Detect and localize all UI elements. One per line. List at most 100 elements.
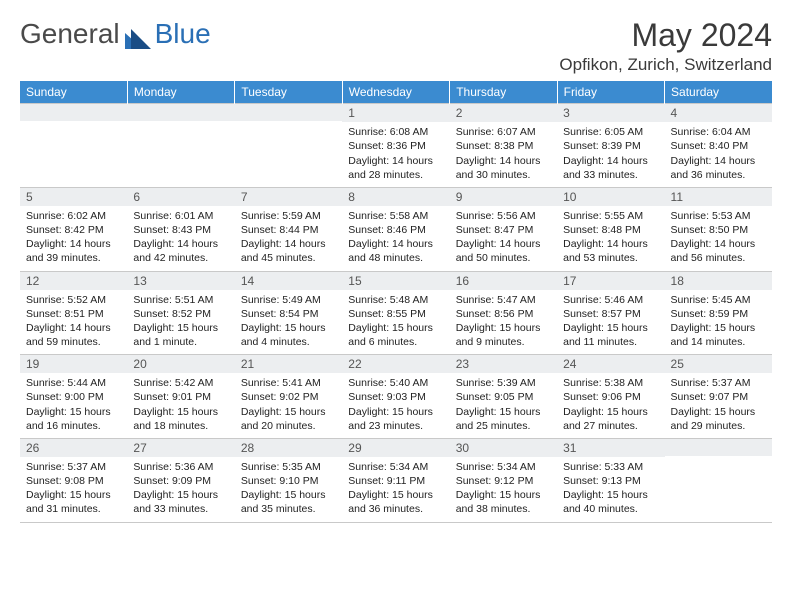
sunrise-text: Sunrise: 5:58 AM: [348, 209, 443, 223]
daylight-text-2: and 31 minutes.: [26, 502, 121, 516]
day-details: Sunrise: 5:55 AMSunset: 8:48 PMDaylight:…: [557, 206, 664, 271]
page-title: May 2024: [559, 18, 772, 53]
daylight-text-2: and 9 minutes.: [456, 335, 551, 349]
calendar-cell: 6Sunrise: 6:01 AMSunset: 8:43 PMDaylight…: [127, 187, 234, 271]
sunset-text: Sunset: 8:51 PM: [26, 307, 121, 321]
calendar-cell: [127, 104, 234, 188]
day-details: Sunrise: 6:02 AMSunset: 8:42 PMDaylight:…: [20, 206, 127, 271]
day-details: [127, 121, 234, 177]
day-details: Sunrise: 5:49 AMSunset: 8:54 PMDaylight:…: [235, 290, 342, 355]
daylight-text-1: Daylight: 15 hours: [133, 405, 228, 419]
calendar-cell: 8Sunrise: 5:58 AMSunset: 8:46 PMDaylight…: [342, 187, 449, 271]
daylight-text-1: Daylight: 14 hours: [26, 237, 121, 251]
daylight-text-1: Daylight: 14 hours: [456, 154, 551, 168]
day-number: 14: [235, 272, 342, 290]
sunset-text: Sunset: 9:00 PM: [26, 390, 121, 404]
daylight-text-2: and 45 minutes.: [241, 251, 336, 265]
calendar-row: 5Sunrise: 6:02 AMSunset: 8:42 PMDaylight…: [20, 187, 772, 271]
daylight-text-1: Daylight: 15 hours: [563, 321, 658, 335]
daylight-text-1: Daylight: 15 hours: [241, 488, 336, 502]
sunset-text: Sunset: 9:09 PM: [133, 474, 228, 488]
sunset-text: Sunset: 8:42 PM: [26, 223, 121, 237]
day-number: 25: [665, 355, 772, 373]
day-number: 15: [342, 272, 449, 290]
day-details: Sunrise: 6:05 AMSunset: 8:39 PMDaylight:…: [557, 122, 664, 187]
sunset-text: Sunset: 8:36 PM: [348, 139, 443, 153]
sunset-text: Sunset: 8:48 PM: [563, 223, 658, 237]
calendar-row: 26Sunrise: 5:37 AMSunset: 9:08 PMDayligh…: [20, 438, 772, 522]
daylight-text-1: Daylight: 14 hours: [456, 237, 551, 251]
sunrise-text: Sunrise: 5:44 AM: [26, 376, 121, 390]
calendar-row: 19Sunrise: 5:44 AMSunset: 9:00 PMDayligh…: [20, 355, 772, 439]
day-details: Sunrise: 5:39 AMSunset: 9:05 PMDaylight:…: [450, 373, 557, 438]
calendar-cell: 29Sunrise: 5:34 AMSunset: 9:11 PMDayligh…: [342, 438, 449, 522]
calendar-table: SundayMondayTuesdayWednesdayThursdayFrid…: [20, 81, 772, 522]
day-number: 24: [557, 355, 664, 373]
day-details: Sunrise: 5:48 AMSunset: 8:55 PMDaylight:…: [342, 290, 449, 355]
calendar-cell: 19Sunrise: 5:44 AMSunset: 9:00 PMDayligh…: [20, 355, 127, 439]
calendar-cell: 17Sunrise: 5:46 AMSunset: 8:57 PMDayligh…: [557, 271, 664, 355]
sunset-text: Sunset: 9:06 PM: [563, 390, 658, 404]
daylight-text-1: Daylight: 15 hours: [563, 405, 658, 419]
daylight-text-2: and 6 minutes.: [348, 335, 443, 349]
day-details: Sunrise: 5:37 AMSunset: 9:08 PMDaylight:…: [20, 457, 127, 522]
sunset-text: Sunset: 9:10 PM: [241, 474, 336, 488]
weekday-header: Tuesday: [235, 81, 342, 104]
day-details: Sunrise: 5:47 AMSunset: 8:56 PMDaylight:…: [450, 290, 557, 355]
sunrise-text: Sunrise: 5:53 AM: [671, 209, 766, 223]
day-details: Sunrise: 5:52 AMSunset: 8:51 PMDaylight:…: [20, 290, 127, 355]
sunrise-text: Sunrise: 5:33 AM: [563, 460, 658, 474]
calendar-cell: 30Sunrise: 5:34 AMSunset: 9:12 PMDayligh…: [450, 438, 557, 522]
daylight-text-1: Daylight: 14 hours: [563, 237, 658, 251]
day-details: Sunrise: 5:34 AMSunset: 9:12 PMDaylight:…: [450, 457, 557, 522]
day-details: Sunrise: 5:36 AMSunset: 9:09 PMDaylight:…: [127, 457, 234, 522]
calendar-cell: 4Sunrise: 6:04 AMSunset: 8:40 PMDaylight…: [665, 104, 772, 188]
weekday-header: Monday: [127, 81, 234, 104]
sunset-text: Sunset: 8:39 PM: [563, 139, 658, 153]
daylight-text-2: and 28 minutes.: [348, 168, 443, 182]
logo-word2: Blue: [155, 18, 211, 50]
sunset-text: Sunset: 8:52 PM: [133, 307, 228, 321]
calendar-cell: 13Sunrise: 5:51 AMSunset: 8:52 PMDayligh…: [127, 271, 234, 355]
calendar-cell: 26Sunrise: 5:37 AMSunset: 9:08 PMDayligh…: [20, 438, 127, 522]
sunrise-text: Sunrise: 5:35 AM: [241, 460, 336, 474]
day-details: Sunrise: 5:44 AMSunset: 9:00 PMDaylight:…: [20, 373, 127, 438]
day-details: [665, 456, 772, 512]
sunrise-text: Sunrise: 6:07 AM: [456, 125, 551, 139]
day-details: Sunrise: 5:40 AMSunset: 9:03 PMDaylight:…: [342, 373, 449, 438]
daylight-text-2: and 1 minute.: [133, 335, 228, 349]
daylight-text-2: and 53 minutes.: [563, 251, 658, 265]
daylight-text-2: and 39 minutes.: [26, 251, 121, 265]
sunrise-text: Sunrise: 5:37 AM: [26, 460, 121, 474]
sunset-text: Sunset: 9:08 PM: [26, 474, 121, 488]
daylight-text-1: Daylight: 15 hours: [456, 321, 551, 335]
weekday-header: Sunday: [20, 81, 127, 104]
day-number: 20: [127, 355, 234, 373]
day-number: [20, 104, 127, 121]
day-number: 9: [450, 188, 557, 206]
day-number: 27: [127, 439, 234, 457]
day-details: Sunrise: 5:37 AMSunset: 9:07 PMDaylight:…: [665, 373, 772, 438]
daylight-text-1: Daylight: 15 hours: [26, 405, 121, 419]
sunrise-text: Sunrise: 5:55 AM: [563, 209, 658, 223]
day-details: Sunrise: 6:04 AMSunset: 8:40 PMDaylight:…: [665, 122, 772, 187]
sunrise-text: Sunrise: 6:04 AM: [671, 125, 766, 139]
weekday-header: Friday: [557, 81, 664, 104]
sunset-text: Sunset: 8:59 PM: [671, 307, 766, 321]
sunrise-text: Sunrise: 5:37 AM: [671, 376, 766, 390]
day-details: Sunrise: 5:45 AMSunset: 8:59 PMDaylight:…: [665, 290, 772, 355]
daylight-text-2: and 33 minutes.: [563, 168, 658, 182]
sunset-text: Sunset: 8:44 PM: [241, 223, 336, 237]
daylight-text-2: and 4 minutes.: [241, 335, 336, 349]
daylight-text-2: and 56 minutes.: [671, 251, 766, 265]
calendar-cell: 16Sunrise: 5:47 AMSunset: 8:56 PMDayligh…: [450, 271, 557, 355]
daylight-text-1: Daylight: 15 hours: [133, 321, 228, 335]
daylight-text-2: and 27 minutes.: [563, 419, 658, 433]
sunset-text: Sunset: 9:03 PM: [348, 390, 443, 404]
day-number: 2: [450, 104, 557, 122]
day-details: Sunrise: 6:07 AMSunset: 8:38 PMDaylight:…: [450, 122, 557, 187]
calendar-cell: 14Sunrise: 5:49 AMSunset: 8:54 PMDayligh…: [235, 271, 342, 355]
daylight-text-1: Daylight: 15 hours: [241, 405, 336, 419]
daylight-text-1: Daylight: 15 hours: [348, 488, 443, 502]
sunset-text: Sunset: 9:07 PM: [671, 390, 766, 404]
